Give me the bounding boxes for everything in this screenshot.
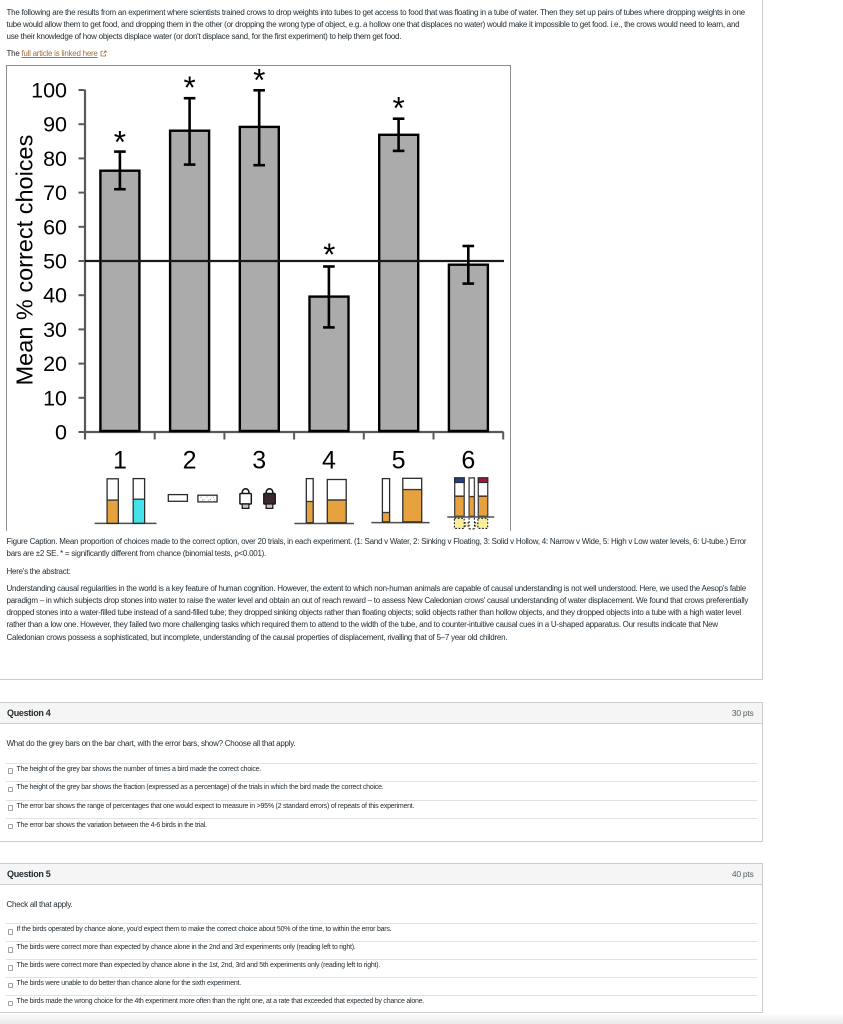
svg-text:60: 60	[43, 215, 67, 239]
svg-text:3: 3	[252, 447, 266, 475]
svg-text:4: 4	[322, 447, 336, 475]
svg-text:*: *	[114, 124, 126, 160]
svg-text:*: *	[323, 236, 335, 272]
svg-text:1: 1	[113, 447, 127, 475]
svg-text:20: 20	[43, 352, 67, 376]
svg-text:*: *	[253, 66, 265, 97]
svg-text:6: 6	[461, 447, 475, 475]
svg-text:80: 80	[43, 147, 67, 171]
svg-text:70: 70	[43, 181, 67, 205]
svg-text:*: *	[183, 69, 195, 105]
svg-text:40: 40	[43, 284, 67, 308]
svg-text:50: 50	[43, 250, 67, 274]
svg-text:10: 10	[43, 386, 67, 410]
svg-text:0: 0	[55, 421, 67, 445]
svg-text:30: 30	[43, 318, 67, 342]
svg-text:*: *	[392, 89, 404, 125]
svg-text:5: 5	[392, 447, 406, 475]
svg-text:100: 100	[31, 79, 67, 103]
svg-text:2: 2	[183, 447, 197, 475]
svg-text:Mean % correct choices: Mean % correct choices	[12, 135, 38, 386]
svg-text:90: 90	[43, 113, 67, 137]
